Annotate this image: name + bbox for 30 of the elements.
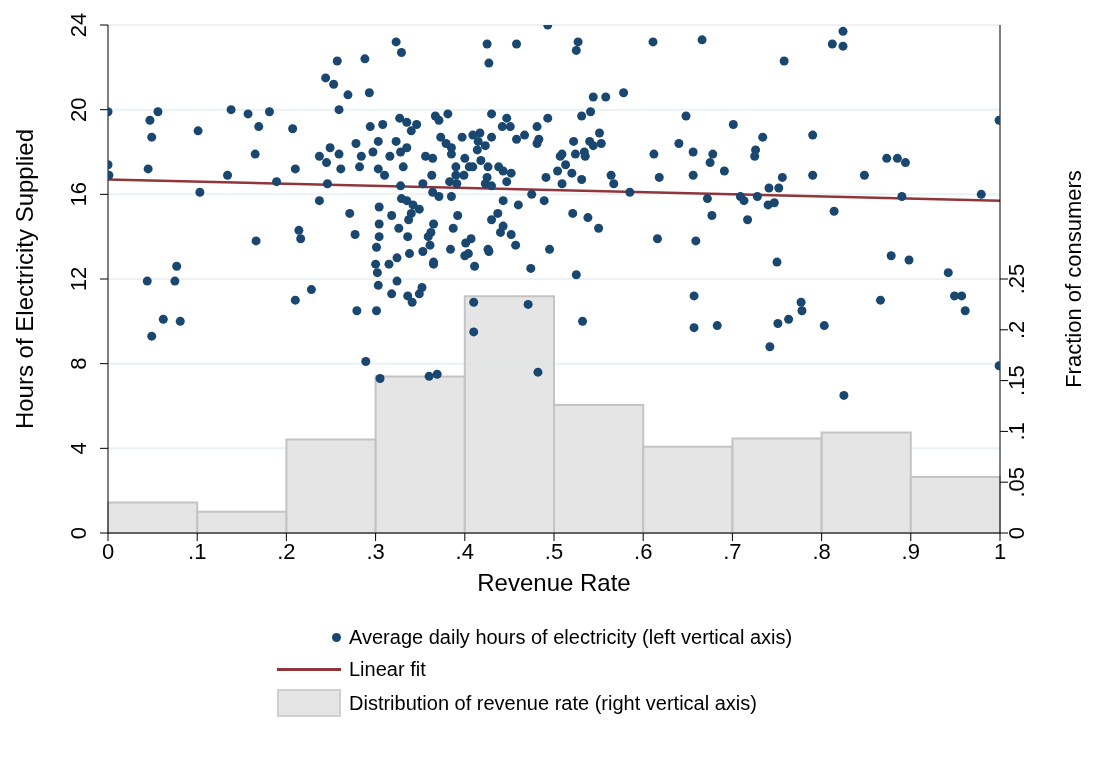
x-tick-label: .3	[366, 538, 385, 564]
legend-label: Distribution of revenue rate (right vertical axis)	[349, 691, 757, 715]
y-tick-label: 8	[66, 357, 91, 370]
x-tick-label: .9	[901, 538, 920, 564]
y-tick-label: 4	[66, 442, 91, 455]
y-tick-label: 24	[66, 12, 91, 38]
x-tick-label: .7	[723, 538, 742, 564]
x-tick-label: .8	[812, 538, 831, 564]
y2-tick-label: .1	[1004, 422, 1029, 441]
x-axis-title: Revenue Rate	[477, 569, 631, 596]
x-tick-label: .6	[634, 538, 653, 564]
y2-tick-label: .05	[1004, 466, 1029, 498]
y-tick-label: 12	[66, 266, 91, 292]
x-tick-label: 1	[993, 538, 1007, 564]
y-tick-label: 20	[66, 97, 91, 122]
y2-axis-title: Fraction of consumers	[1060, 170, 1086, 388]
legend-label: Average daily hours of electricity (left vertical axis)	[349, 625, 793, 649]
y2-tick-label: .15	[1004, 365, 1029, 396]
x-tick-label: .5	[544, 538, 564, 564]
y2-tick-label: .25	[1004, 263, 1029, 295]
y-tick-label: 16	[66, 182, 91, 207]
x-tick-label: 0	[101, 538, 115, 564]
y2-tick-label: .2	[1004, 320, 1029, 339]
x-tick-label: .4	[455, 538, 474, 564]
y-tick-label: 0	[66, 526, 91, 540]
x-tick-label: .1	[188, 538, 207, 564]
y2-tick-label: 0	[1004, 526, 1029, 540]
x-tick-label: .2	[277, 538, 296, 564]
legend-label: Linear fit	[349, 657, 426, 681]
y-axis-title: Hours of Electricity Supplied	[10, 128, 38, 430]
